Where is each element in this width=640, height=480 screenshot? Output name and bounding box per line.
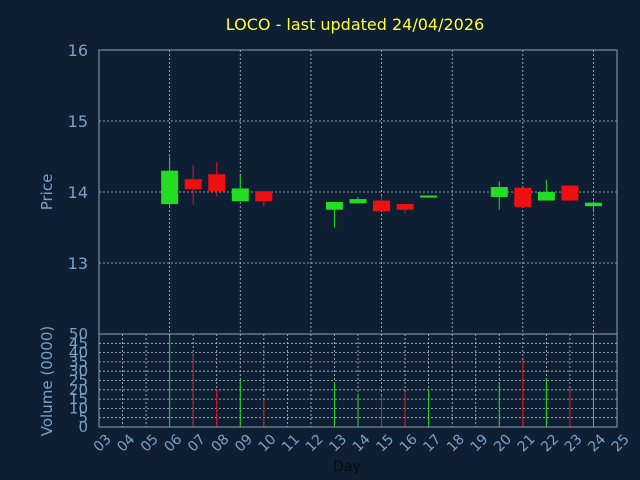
candle-body <box>396 204 414 210</box>
volume-tick-label: 0 <box>78 418 88 436</box>
day-axis-label: Day <box>333 459 361 475</box>
price-tick-label: 15 <box>68 112 88 131</box>
volume-tick-label: 50 <box>69 325 88 343</box>
candle-body <box>325 201 343 210</box>
volume-tick-label: 15 <box>69 390 88 408</box>
day-x-ticks: 03 04 05 06 07 08 09 10 11 12 13 14 15 16 17 18 19 20 21 22… <box>91 431 633 455</box>
volume-bars <box>169 334 594 427</box>
volume-tick-label: 30 <box>69 362 88 380</box>
price-tick-label: 13 <box>68 254 88 273</box>
candles <box>161 156 602 228</box>
volume-tick-label: 5 <box>78 409 88 427</box>
volume-tick-label: 20 <box>69 381 88 399</box>
candle-body <box>208 174 226 192</box>
candle-body <box>373 200 391 212</box>
volume-tick-label: 10 <box>69 399 88 417</box>
price-axis-label: Price <box>38 174 56 211</box>
price-tick-label: 14 <box>68 183 88 202</box>
volume-axis-label: Volume (0000) <box>38 326 56 436</box>
candle-body <box>514 187 532 207</box>
volume-tick-label: 45 <box>69 334 88 352</box>
candle-body <box>490 187 508 197</box>
candle-body <box>161 170 179 205</box>
chart-title: LOCO - last updated 24/04/2026 <box>226 15 484 34</box>
price-y-ticks: 13 14 15 16 <box>68 41 88 273</box>
candle-body <box>255 191 273 202</box>
volume-tick-label: 40 <box>69 344 88 362</box>
candle-body <box>231 188 249 202</box>
candle-body <box>420 195 438 198</box>
volume-tick-label: 25 <box>69 372 88 390</box>
volume-panel-frame <box>98 333 618 428</box>
price-tick-label: 16 <box>68 41 88 60</box>
candle-body <box>349 199 367 204</box>
candle-body <box>584 202 602 207</box>
volume-tick-label: 35 <box>69 353 88 371</box>
candle-body <box>537 192 555 201</box>
candle-body <box>184 179 202 190</box>
candle-body <box>561 185 579 201</box>
